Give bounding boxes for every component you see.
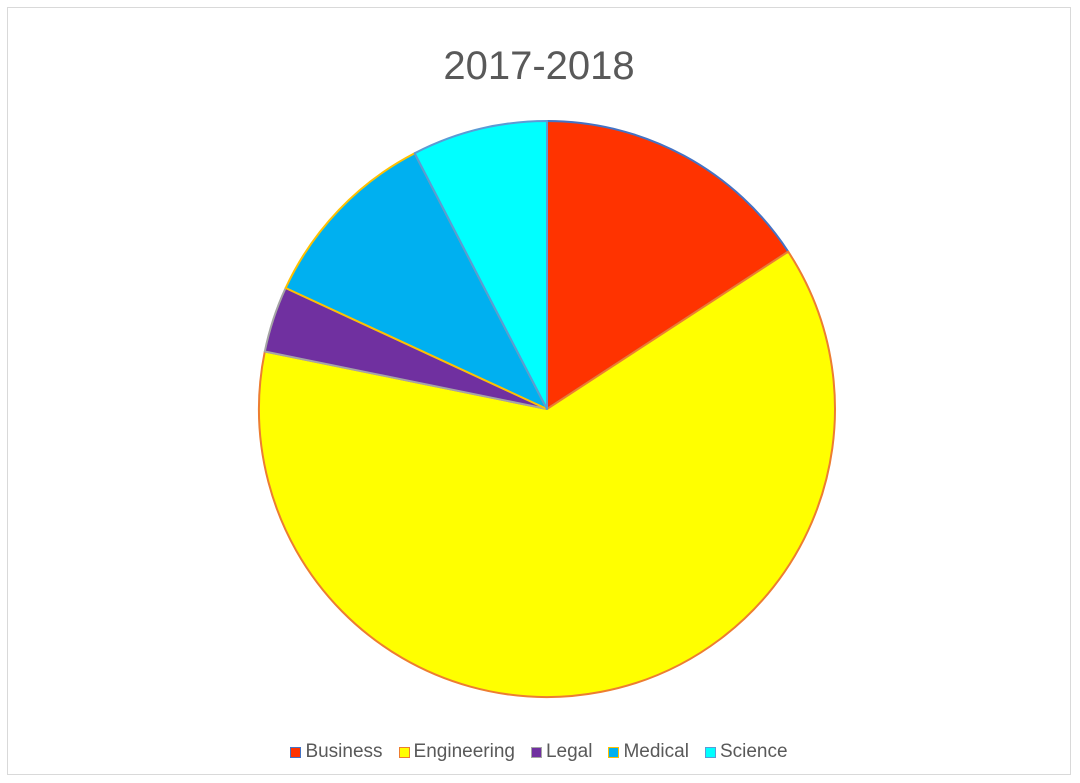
- legend-label: Medical: [623, 741, 689, 762]
- legend-swatch: [398, 746, 410, 758]
- pie-chart: [258, 120, 836, 698]
- legend: Business Engineering Legal Medical Science: [8, 741, 1070, 763]
- legend-label: Business: [305, 741, 383, 762]
- legend-item-medical: Medical: [608, 741, 689, 763]
- legend-swatch: [290, 746, 302, 758]
- legend-swatch: [608, 746, 620, 758]
- chart-title: 2017-2018: [443, 44, 635, 88]
- legend-label: Engineering: [413, 741, 515, 762]
- chart-frame: 2017-2018 Business Engineering Legal Medica…: [7, 7, 1071, 775]
- legend-item-business: Business: [290, 741, 383, 763]
- legend-swatch: [704, 746, 716, 758]
- pie-slice-science: [413, 120, 548, 410]
- pie-slice-medical: [284, 152, 548, 410]
- legend-label: Legal: [545, 741, 593, 762]
- legend-item-engineering: Engineering: [398, 741, 515, 763]
- pie-slice-business: [546, 120, 790, 410]
- legend-item-legal: Legal: [530, 741, 593, 763]
- legend-item-science: Science: [704, 741, 788, 763]
- legend-swatch: [530, 746, 542, 758]
- legend-label: Science: [719, 741, 788, 762]
- pie-slice-engineering: [258, 250, 836, 698]
